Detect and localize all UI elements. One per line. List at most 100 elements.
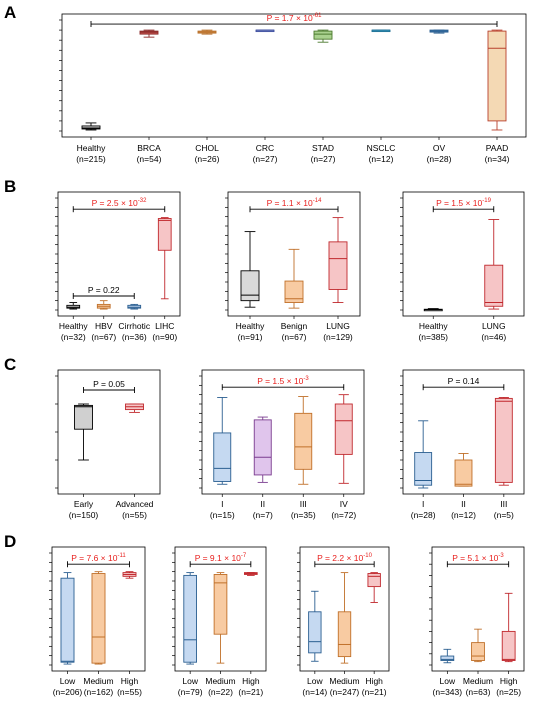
category-name: Healthy [419,321,449,331]
category-count: (n=36) [122,332,147,342]
category-count: (n=28) [411,510,436,520]
box-iqr [367,573,381,588]
box-1 [253,416,272,483]
box-2 [122,571,137,579]
box-0 [423,308,443,312]
category-name: I [221,499,223,509]
x-tick-label: Healthy (n=385) [418,321,448,342]
box-1 [337,572,352,664]
x-tick-label: High (n=55) [117,676,142,697]
x-tick-label: III (n=35) [291,499,316,520]
category-count: (n=162) [84,687,114,697]
category-name: Advanced [116,499,154,509]
category-count: (n=72) [331,510,356,520]
x-tick-label: Cirrhotic (n=36) [118,321,150,342]
category-count: (n=34) [485,154,510,164]
category-count: (n=28) [427,154,452,164]
panel-label-c: C [4,355,16,374]
chart-b3: Healthy (n=385) LUNG (n=46) P = 1.5 × 10-19 [400,191,525,342]
x-tick-label: III (n=5) [494,499,514,520]
category-name: IV [340,499,348,509]
p-value-text: P = 5.1 × 10 [452,553,498,563]
box-iqr [294,412,313,470]
category-count: (n=67) [91,332,116,342]
p-value-text: P = 2.5 × 10 [92,198,138,208]
box-iqr [74,404,93,430]
chart-b1: Healthy (n=32) HBV (n=67)Cirrhotic (n=36)LIH… [55,191,181,342]
chart-c3: I (n=28)II (n=12)III (n=5)P = 0.14 [400,369,525,520]
box-iqr [183,574,197,663]
x-tick-label: IV (n=72) [331,499,356,520]
significance-bracket: P = 0.22 [72,285,135,299]
box-2 [197,29,217,35]
category-count: (n=7) [253,510,273,520]
category-name: Healthy [236,321,266,331]
category-count: (n=79) [178,687,203,697]
box-2 [367,572,381,603]
panel-label-a: A [4,3,16,22]
category-name: CRC [256,143,274,153]
p-value-label: P = 7.6 × 10-11 [71,553,126,563]
x-tick-label: Medium (n=22) [205,676,235,697]
p-value-label: P = 1.7 × 10-61 [267,13,323,23]
box-0 [66,302,81,310]
p-value-label: P = 2.2 × 10-10 [317,553,373,563]
x-tick-label: Healthy (n=91) [236,321,266,342]
category-count: (n=21) [238,687,263,697]
category-count: (n=55) [117,687,142,697]
category-count: (n=12) [451,510,476,520]
p-value-label: P = 1.1 × 10-14 [267,198,323,208]
plot-frame [57,191,181,317]
category-count: (n=385) [418,332,448,342]
category-name: High [500,676,518,686]
box-1 [284,248,304,309]
x-tick-label: Low (n=206) [53,676,83,697]
category-name: Medium [83,676,113,686]
category-name: II [260,499,265,509]
category-name: CHOL [195,143,219,153]
x-tick-label: STAD (n=27) [311,143,336,164]
chart-d1: Low (n=206)Medium (n=162)High (n=55) P = 7.6… [49,546,146,697]
box-3 [334,394,353,484]
category-count: (n=32) [61,332,86,342]
p-value-exponent: -14 [313,198,322,204]
plot-frame [402,191,525,317]
significance-bracket: P = 9.1 × 10-7 [189,553,252,568]
category-count: (n=14) [302,687,327,697]
category-name: Low [440,676,456,686]
box-iqr [334,403,353,455]
x-tick-label: CRC (n=27) [253,143,278,164]
p-value-label: P = 2.5 × 10-32 [92,198,148,208]
category-count: (n=129) [323,332,353,342]
category-name: Low [182,676,198,686]
box-1 [125,403,144,413]
p-value-text: P = 9.1 × 10 [195,553,241,563]
box-1 [96,300,111,310]
chart-b2: Healthy (n=91) Benign (n=67) LUNG (n=129) P = … [225,191,361,342]
x-tick-label: LIHC (n=90) [152,321,177,342]
category-name: LUNG [326,321,350,331]
x-tick-label: High (n=25) [496,676,521,697]
category-name: HBV [95,321,113,331]
box-6 [429,29,449,34]
category-name: Medium [205,676,235,686]
x-tick-label: Advanced (n=55) [116,499,154,520]
category-name: NSCLC [367,143,396,153]
chart-d3: Low (n=14)Medium (n=247)High (n=21)P = 2.2 … [297,546,390,697]
category-count: (n=247) [330,687,360,697]
x-tick-label: Healthy (n=32) [59,321,89,342]
p-value-text: P = 7.6 × 10 [71,553,117,563]
box-iqr [157,218,172,251]
box-iqr [328,241,348,290]
x-tick-label: PAAD (n=34) [485,143,510,164]
p-value-exponent: -32 [138,198,147,204]
x-tick-label: Low (n=14) [302,676,327,697]
x-tick-label: CHOL (n=26) [195,143,220,164]
x-tick-label: Medium (n=63) [463,676,493,697]
significance-bracket: P = 5.1 × 10-3 [446,553,510,568]
category-count: (n=215) [76,154,106,164]
significance-bracket: P = 0.05 [83,379,135,393]
x-tick-label: NSCLC (n=12) [367,143,396,164]
box-2 [494,397,513,486]
p-value-exponent: -11 [117,553,126,559]
